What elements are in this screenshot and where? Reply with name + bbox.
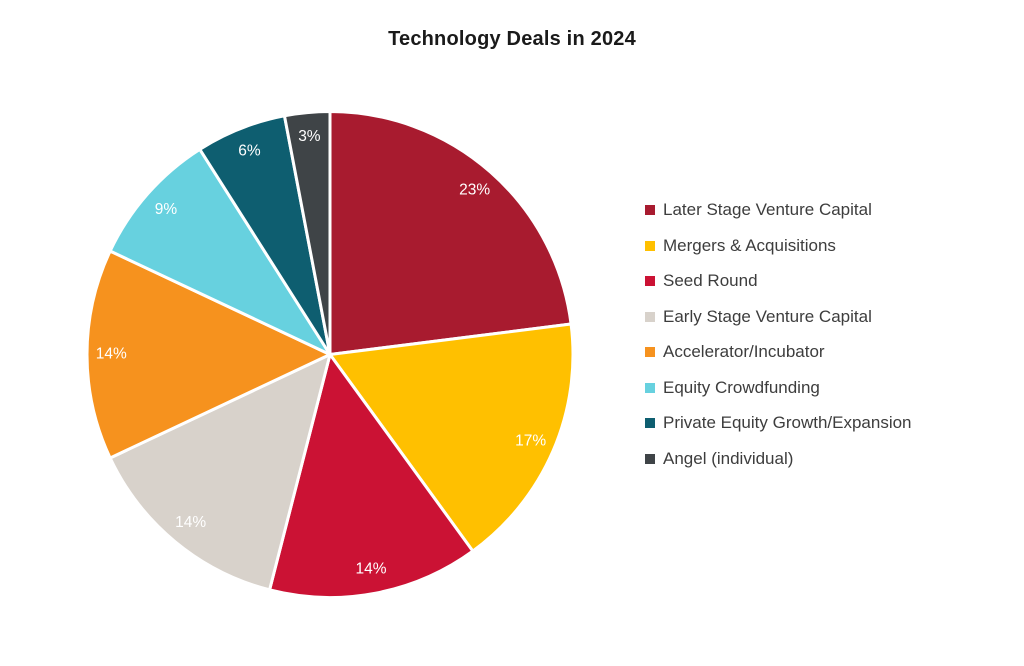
legend-label: Private Equity Growth/Expansion (663, 413, 912, 432)
legend-label: Angel (individual) (663, 448, 794, 468)
legend-item-accelerator-incubator: Accelerator/Incubator (645, 341, 912, 363)
slice-label-seed-round: 14% (355, 560, 386, 577)
pie-slice-equity-crowdfunding (108, 147, 332, 356)
legend-swatch-icon (645, 418, 655, 428)
slice-label-later-stage-venture-capital: 23% (459, 182, 490, 199)
legend-label: Accelerator/Incubator (663, 342, 825, 361)
slice-label-accelerator-incubator: 14% (96, 346, 127, 363)
legend-swatch-icon (645, 453, 655, 464)
legend-swatch-icon (645, 240, 655, 251)
legend-swatch-icon (645, 311, 655, 322)
pie-slice-accelerator-incubator (85, 249, 332, 460)
legend-swatch-icon (645, 382, 655, 393)
legend-item-early-stage-venture-capital: Early Stage Venture Capital (645, 306, 912, 328)
legend-label: Equity Crowdfunding (663, 377, 820, 397)
slice-label-angel-individual: 3% (298, 128, 321, 145)
pie-slice-early-stage-venture-capital (108, 353, 332, 592)
legend-label: Early Stage Venture Capital (663, 306, 872, 326)
legend-item-equity-crowdfunding: Equity Crowdfunding (645, 377, 912, 399)
pie-slice-later-stage-venture-capital (328, 110, 573, 356)
pie-slice-seed-round (268, 353, 475, 599)
slice-label-equity-crowdfunding: 9% (155, 201, 178, 218)
legend-label: Seed Round (663, 271, 758, 290)
slice-label-early-stage-venture-capital: 14% (175, 514, 206, 531)
chart-title: Technology Deals in 2024 (388, 28, 636, 50)
legend-item-angel-individual: Angel (individual) (645, 448, 912, 470)
legend-swatch-icon (645, 347, 655, 357)
legend-label: Later Stage Venture Capital (663, 200, 872, 219)
pie-slice-angel-individual (282, 110, 332, 356)
pie-slice-mergers-acquisitions (328, 322, 575, 553)
legend-label: Mergers & Acquisitions (663, 235, 836, 255)
legend-item-seed-round: Seed Round (645, 270, 912, 292)
legend-swatch-icon (645, 205, 655, 215)
slice-label-mergers-acquisitions: 17% (515, 432, 546, 449)
legend-item-mergers-acquisitions: Mergers & Acquisitions (645, 235, 912, 257)
slice-label-private-equity-growth-expansion: 6% (238, 142, 261, 159)
legend-item-private-equity-growth-expansion: Private Equity Growth/Expansion (645, 412, 912, 434)
chart-legend: Later Stage Venture Capital Mergers & Acq… (645, 199, 912, 483)
legend-swatch-icon (645, 276, 655, 286)
legend-item-later-stage-venture-capital: Later Stage Venture Capital (645, 199, 912, 221)
